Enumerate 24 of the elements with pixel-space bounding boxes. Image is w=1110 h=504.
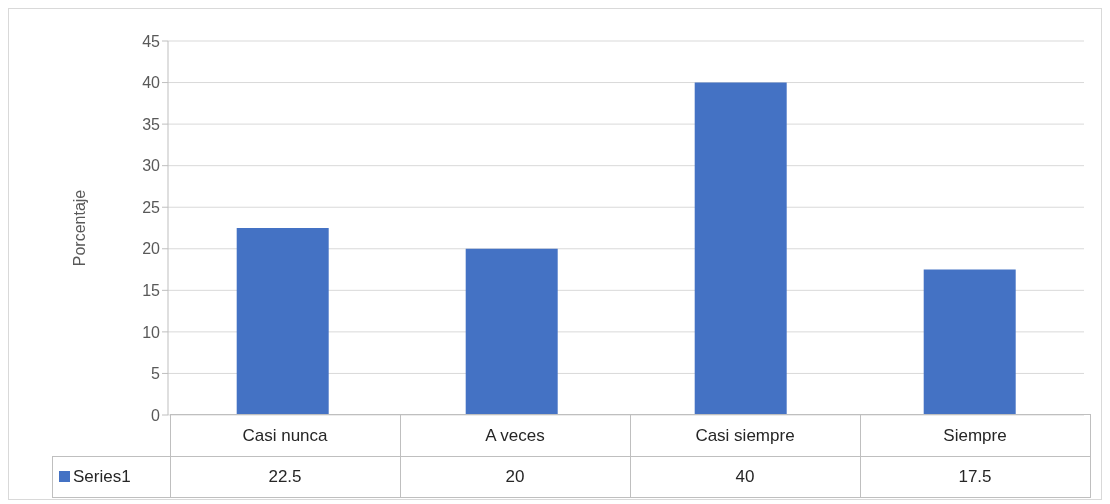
y-tick-label: 0: [151, 406, 161, 424]
y-tick-label: 40: [142, 74, 161, 92]
bar: [694, 82, 787, 415]
y-axis-title: Porcentaje: [70, 189, 88, 267]
y-tick-label: 20: [142, 240, 161, 258]
x-tick-label: Casi siempre: [630, 414, 860, 457]
y-tick-label: 5: [151, 365, 161, 383]
y-tick-label: 30: [142, 157, 161, 175]
y-tick-label: 25: [142, 198, 161, 216]
bar: [236, 228, 329, 415]
data-label: 40: [630, 456, 860, 498]
y-tick-label: 10: [142, 323, 161, 341]
data-label: 22.5: [170, 456, 400, 498]
bar: [923, 269, 1016, 415]
bar: [465, 248, 558, 415]
data-label: 17.5: [860, 456, 1090, 498]
y-tick-label: 15: [142, 282, 161, 300]
x-tick-label: Casi nunca: [170, 414, 400, 457]
x-tick-label: Siempre: [860, 414, 1090, 457]
data-label: 20: [400, 456, 630, 498]
y-tick-label: 35: [142, 115, 161, 133]
x-tick-label: A veces: [400, 414, 630, 457]
legend-label: Series1: [52, 456, 170, 498]
y-tick-label: 45: [142, 32, 161, 50]
